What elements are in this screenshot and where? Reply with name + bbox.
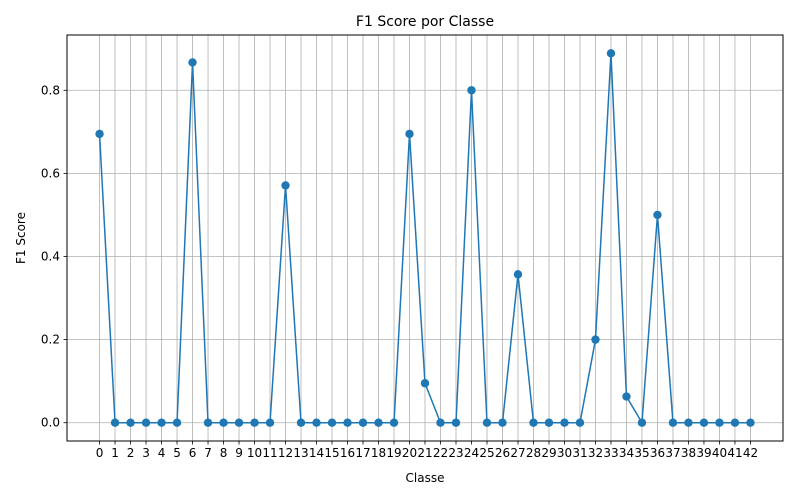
x-axis-label: Classe bbox=[406, 471, 445, 485]
data-point bbox=[389, 418, 399, 427]
x-tick-label: 13 bbox=[293, 446, 308, 460]
x-tick-label: 1 bbox=[111, 446, 119, 460]
x-tick-label: 11 bbox=[262, 446, 277, 460]
data-point bbox=[467, 86, 476, 95]
grid bbox=[67, 35, 783, 441]
data-point bbox=[498, 418, 507, 427]
data-point bbox=[234, 418, 244, 427]
x-tick-label: 20 bbox=[402, 446, 417, 460]
plot-frame bbox=[66, 34, 784, 442]
data-point bbox=[746, 418, 755, 427]
x-tick-label: 2 bbox=[127, 446, 135, 460]
series-layer bbox=[95, 49, 755, 427]
x-tick-label: 24 bbox=[464, 446, 479, 460]
x-tick-label: 21 bbox=[417, 446, 432, 460]
x-tick-label: 3 bbox=[142, 446, 150, 460]
data-point bbox=[684, 418, 693, 427]
x-tick-label: 14 bbox=[309, 446, 324, 460]
data-point bbox=[281, 181, 290, 190]
x-tick-label: 10 bbox=[247, 446, 262, 460]
y-axis-label: F1 Score bbox=[14, 212, 28, 264]
x-tick-label: 33 bbox=[603, 446, 618, 460]
x-tick-label: 30 bbox=[557, 446, 572, 460]
x-tick-label: 15 bbox=[324, 446, 339, 460]
x-tick-label: 26 bbox=[495, 446, 510, 460]
x-tick-label: 0 bbox=[96, 446, 104, 460]
x-tick-label: 34 bbox=[619, 446, 634, 460]
data-point bbox=[203, 418, 213, 427]
data-point bbox=[327, 418, 337, 427]
data-point bbox=[513, 270, 523, 279]
x-tick-label: 22 bbox=[433, 446, 448, 460]
x-tick-label: 37 bbox=[665, 446, 680, 460]
data-point bbox=[188, 58, 197, 67]
data-point bbox=[529, 418, 538, 427]
data-point bbox=[544, 418, 554, 427]
x-tick-label: 28 bbox=[526, 446, 541, 460]
x-tick-label: 36 bbox=[650, 446, 665, 460]
x-tick-label: 7 bbox=[204, 446, 212, 460]
x-tick-label: 27 bbox=[510, 446, 525, 460]
x-tick-label: 38 bbox=[681, 446, 696, 460]
y-tick-label: 0.6 bbox=[41, 166, 60, 180]
y-tick-label: 0.4 bbox=[41, 249, 60, 263]
x-tick-label: 41 bbox=[727, 446, 742, 460]
data-point bbox=[95, 129, 104, 139]
data-point bbox=[715, 418, 724, 427]
data-point bbox=[405, 129, 414, 139]
x-tick-label: 29 bbox=[541, 446, 556, 460]
x-tick-label: 42 bbox=[743, 446, 758, 460]
data-point bbox=[575, 418, 585, 427]
data-point bbox=[358, 418, 368, 427]
data-point bbox=[110, 418, 120, 427]
data-point bbox=[265, 418, 275, 427]
x-tick-label: 25 bbox=[479, 446, 494, 460]
x-tick-label: 12 bbox=[278, 446, 293, 460]
data-point bbox=[699, 418, 709, 427]
data-point bbox=[451, 418, 461, 427]
x-tick-label: 32 bbox=[588, 446, 603, 460]
y-tick-label: 0.0 bbox=[41, 416, 60, 430]
x-tick-label: 31 bbox=[572, 446, 587, 460]
x-tick-label: 6 bbox=[189, 446, 197, 460]
data-point bbox=[436, 418, 445, 427]
data-point bbox=[668, 418, 678, 427]
data-point bbox=[296, 418, 306, 427]
data-point bbox=[343, 418, 352, 427]
data-point bbox=[482, 418, 492, 427]
x-tick-label: 39 bbox=[696, 446, 711, 460]
axis-ticks: 0 1 2 3 4 5 6 7 8 9 10 11 12 13 14 15 16 17 18 19 20 21 22 23 24… bbox=[41, 83, 758, 460]
x-tick-label: 17 bbox=[355, 446, 370, 460]
data-point bbox=[126, 418, 135, 427]
x-tick-label: 8 bbox=[220, 446, 228, 460]
x-tick-label: 23 bbox=[448, 446, 463, 460]
y-tick-label: 0.8 bbox=[41, 83, 60, 97]
x-tick-label: 16 bbox=[340, 446, 355, 460]
data-point bbox=[250, 418, 259, 427]
data-point bbox=[420, 379, 430, 388]
x-tick-label: 40 bbox=[712, 446, 727, 460]
x-tick-label: 5 bbox=[173, 446, 181, 460]
data-point bbox=[653, 210, 662, 220]
data-point bbox=[622, 392, 631, 401]
x-tick-label: 18 bbox=[371, 446, 386, 460]
x-tick-label: 4 bbox=[158, 446, 166, 460]
data-point bbox=[141, 418, 151, 427]
data-point bbox=[172, 418, 182, 427]
data-point bbox=[312, 418, 321, 427]
data-point bbox=[637, 418, 647, 427]
data-point bbox=[606, 49, 616, 58]
chart-title: F1 Score por Classe bbox=[356, 14, 494, 30]
y-tick-label: 0.2 bbox=[41, 333, 60, 347]
data-point bbox=[374, 418, 383, 427]
data-point bbox=[219, 418, 228, 427]
data-point bbox=[730, 418, 740, 427]
data-point bbox=[157, 418, 166, 427]
data-point bbox=[560, 418, 569, 427]
x-tick-label: 35 bbox=[634, 446, 649, 460]
data-point bbox=[591, 335, 600, 344]
x-tick-label: 19 bbox=[386, 446, 401, 460]
x-tick-label: 9 bbox=[235, 446, 243, 460]
